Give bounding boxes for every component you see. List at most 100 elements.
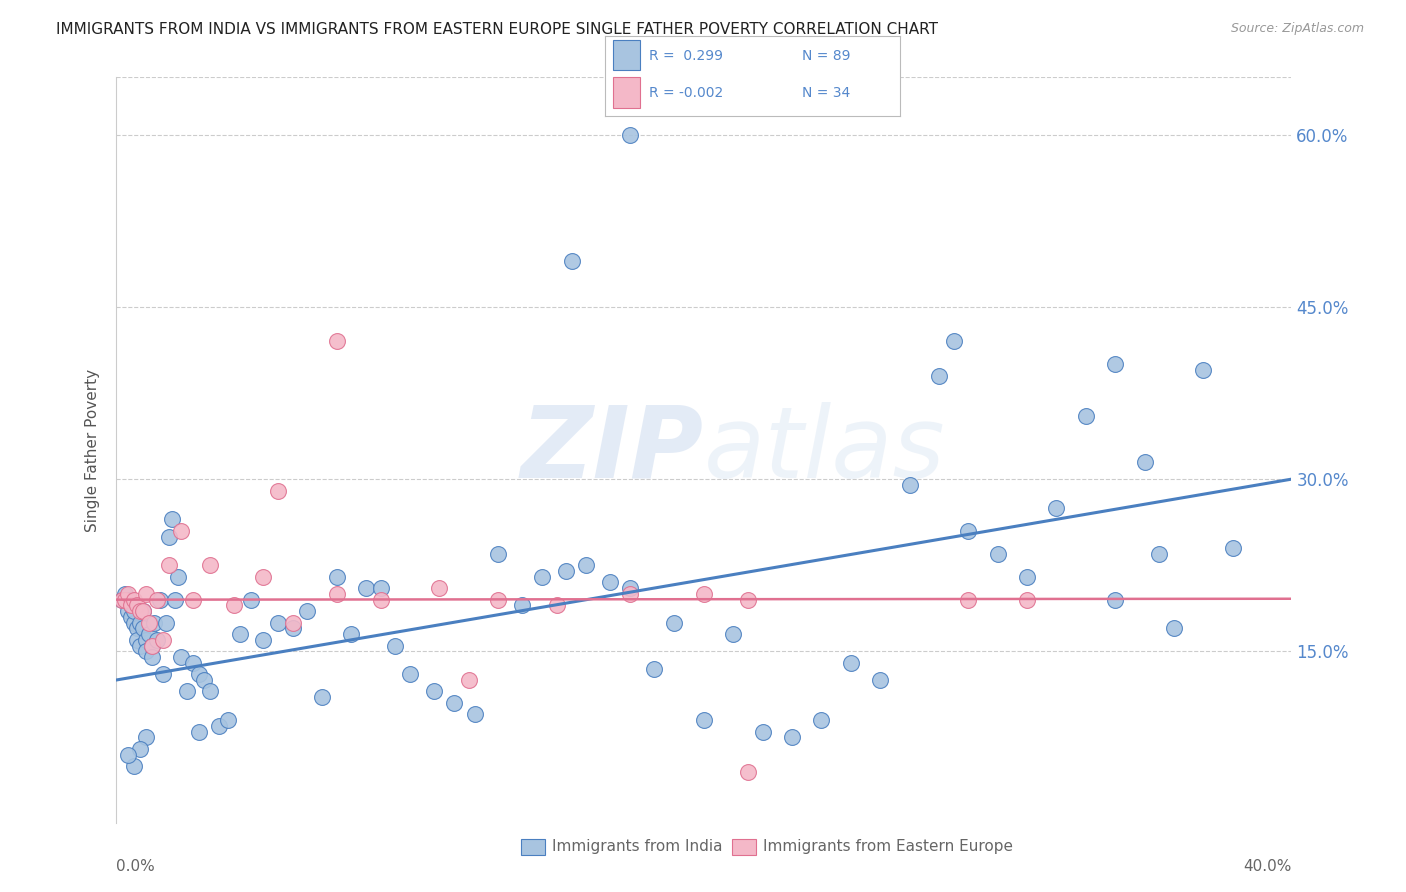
Point [135, 632, 157, 647]
Point [751, 724, 773, 739]
Point [128, 742, 150, 756]
Bar [613, 78, 640, 108]
Text: ZIP: ZIP [520, 402, 704, 499]
Point [193, 673, 215, 687]
Point [117, 592, 139, 607]
Point [693, 713, 716, 727]
Point [340, 627, 363, 641]
Point [157, 558, 180, 573]
Text: 0.0%: 0.0% [117, 859, 155, 874]
Text: atlas: atlas [704, 402, 945, 499]
Point [240, 592, 263, 607]
Point [384, 639, 406, 653]
Point [510, 599, 533, 613]
Point [561, 254, 583, 268]
Point [486, 547, 509, 561]
Point [141, 650, 163, 665]
Text: N = 34: N = 34 [803, 87, 851, 101]
Point [1149, 547, 1171, 561]
Point [325, 334, 347, 349]
Point [325, 570, 347, 584]
Point [599, 575, 621, 590]
Point [325, 587, 347, 601]
Point [664, 615, 686, 630]
Point [898, 478, 921, 492]
Point [1104, 592, 1126, 607]
Point [128, 604, 150, 618]
Point [575, 558, 598, 573]
Point [141, 639, 163, 653]
Point [132, 604, 155, 618]
Point [1133, 455, 1156, 469]
Point [128, 639, 150, 653]
Point [281, 621, 304, 635]
Point [122, 592, 145, 607]
Point [1015, 592, 1038, 607]
Point [222, 599, 245, 613]
Point [117, 587, 139, 601]
Text: Immigrants from Eastern Europe: Immigrants from Eastern Europe [763, 839, 1012, 855]
Point [311, 690, 333, 705]
Text: N = 89: N = 89 [803, 49, 851, 62]
Text: Immigrants from India: Immigrants from India [553, 839, 723, 855]
Point [554, 564, 576, 578]
Text: R = -0.002: R = -0.002 [650, 87, 723, 101]
Point [619, 128, 641, 142]
Point [297, 604, 319, 618]
Point [138, 627, 160, 641]
Point [128, 615, 150, 630]
Point [422, 684, 444, 698]
Point [810, 713, 832, 727]
Point [149, 592, 172, 607]
Point [737, 592, 759, 607]
Point [1104, 357, 1126, 371]
Point [132, 604, 155, 618]
Point [122, 759, 145, 773]
Point [114, 587, 136, 601]
Point [619, 581, 641, 595]
Point [125, 621, 148, 635]
Point [114, 592, 136, 607]
Point [869, 673, 891, 687]
Point [1045, 500, 1067, 515]
Point [987, 547, 1010, 561]
Bar [613, 40, 640, 70]
Point [138, 615, 160, 630]
Point [546, 599, 568, 613]
Point [531, 570, 554, 584]
Point [157, 530, 180, 544]
Point [176, 684, 198, 698]
Point [117, 604, 139, 618]
Point [208, 719, 231, 733]
Point [267, 615, 290, 630]
Point [267, 483, 290, 498]
Point [281, 615, 304, 630]
Text: Source: ZipAtlas.com: Source: ZipAtlas.com [1230, 22, 1364, 36]
Point [1163, 621, 1185, 635]
Point [354, 581, 377, 595]
Point [200, 558, 222, 573]
Point [1015, 570, 1038, 584]
Point [146, 592, 169, 607]
Point [187, 724, 209, 739]
Text: R =  0.299: R = 0.299 [650, 49, 723, 62]
Point [163, 592, 186, 607]
Point [125, 599, 148, 613]
Text: 40.0%: 40.0% [1243, 859, 1292, 874]
Point [200, 684, 222, 698]
Point [135, 731, 157, 745]
Point [839, 656, 862, 670]
Point [1074, 409, 1097, 423]
Point [181, 592, 204, 607]
Point [486, 592, 509, 607]
Point [370, 592, 392, 607]
Point [252, 632, 274, 647]
Point [160, 512, 183, 526]
Point [181, 656, 204, 670]
Point [957, 592, 980, 607]
Point [111, 592, 134, 607]
Point [217, 713, 239, 727]
Point [170, 524, 193, 538]
Point [457, 673, 479, 687]
Point [643, 661, 665, 675]
